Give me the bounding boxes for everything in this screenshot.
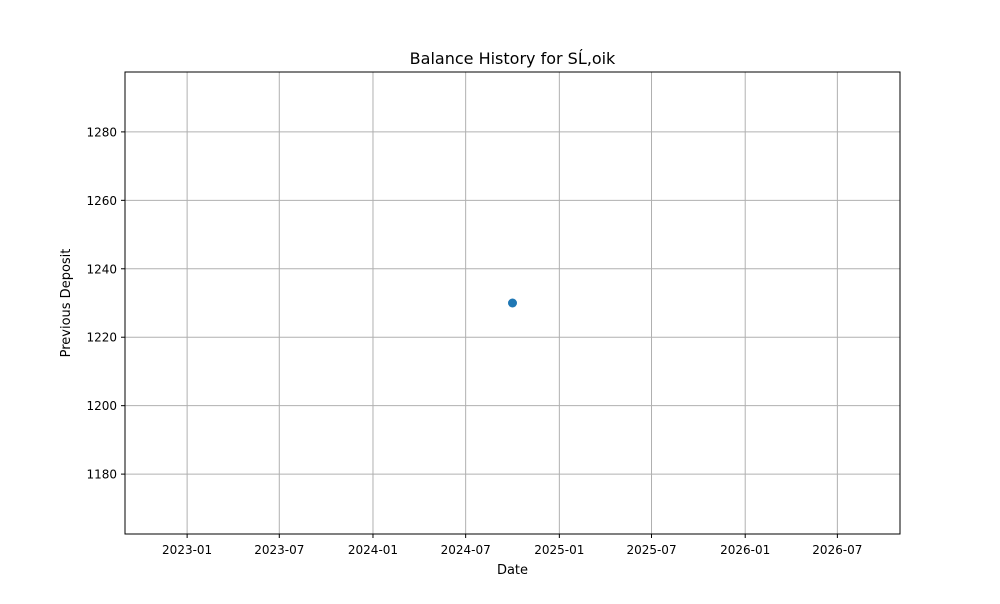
y-tick-label: 1220 [86,331,117,345]
y-tick-label: 1180 [86,468,117,482]
x-tick-label: 2026-01 [720,543,770,557]
y-tick-label: 1240 [86,262,117,276]
x-tick-label: 2023-07 [254,543,304,557]
x-tick-label: 2025-07 [626,543,676,557]
y-tick-label: 1200 [86,399,117,413]
y-tick-label: 1280 [86,125,117,139]
chart-title: Balance History for SĹ‚oik [410,49,616,68]
x-tick-label: 2024-07 [441,543,491,557]
x-tick-label: 2026-07 [812,543,862,557]
x-tick-label: 2025-01 [534,543,584,557]
x-tick-label: 2024-01 [348,543,398,557]
y-axis-label: Previous Deposit [59,249,74,358]
data-points [508,298,517,308]
x-axis-label: Date [497,563,528,578]
plot-area-frame [124,71,901,535]
grid-lines [125,72,900,534]
x-tick-label: 2023-01 [162,543,212,557]
axis-ticks: 2023-01 2023-07 2024-01 2024-07 2025-01 2025-… [86,125,862,557]
data-point [508,298,517,308]
y-tick-label: 1260 [86,194,117,208]
